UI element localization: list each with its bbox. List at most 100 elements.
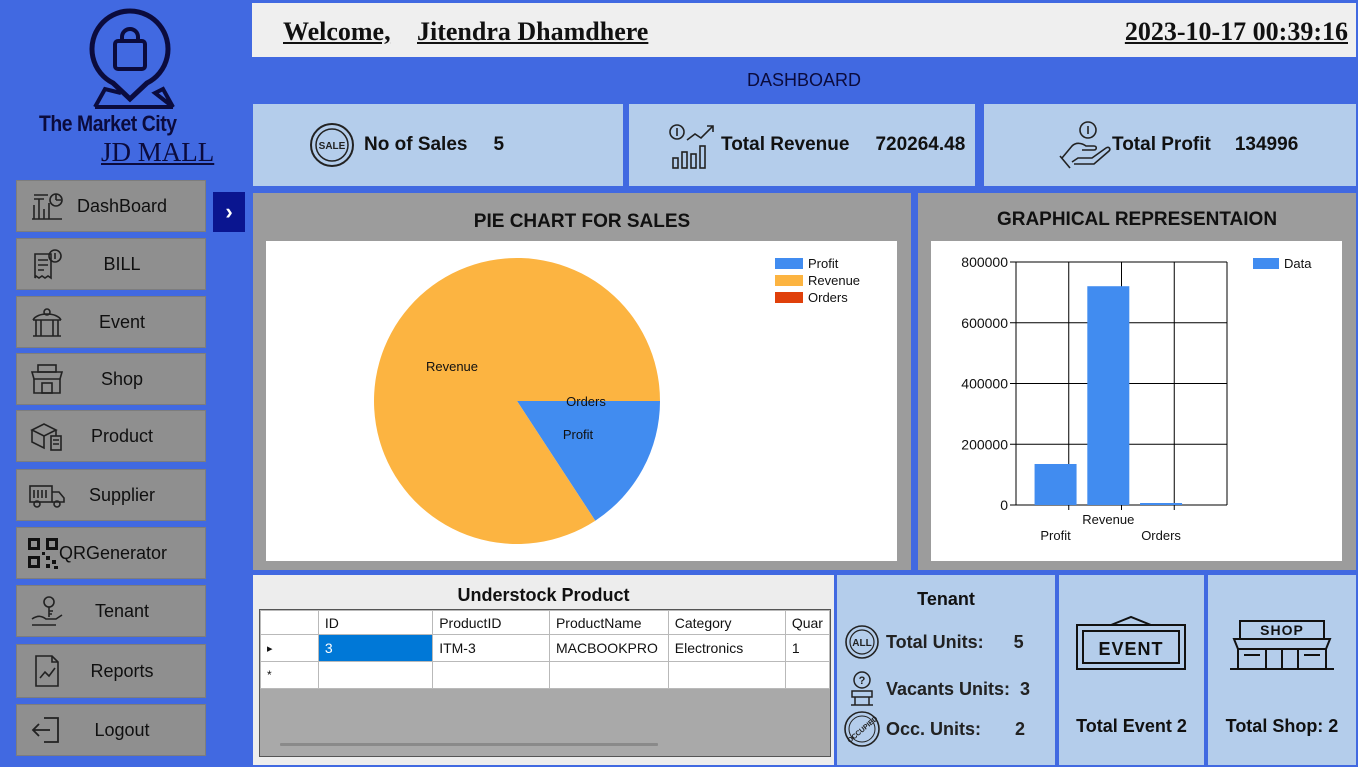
shop-panel: SHOP Total Shop: 2 (1208, 575, 1356, 765)
x-tick-label-profit: Profit (1040, 528, 1071, 543)
pie-slice-profit (517, 401, 660, 521)
revenue-label: Total Revenue (721, 134, 850, 155)
revenue-stat-card: Total Revenue 720264.48 (629, 104, 975, 186)
nav-tenant-label: Tenant (94, 600, 150, 621)
col-header-productid[interactable]: ProductID (432, 610, 550, 635)
nav-product-button[interactable]: Product (16, 410, 206, 462)
revenue-chart-icon (667, 120, 717, 170)
tenant-title: Tenant (917, 589, 975, 609)
bar-orders (1140, 503, 1183, 505)
shop-icon (27, 359, 67, 399)
nav-tenant-button[interactable]: Tenant (16, 585, 206, 637)
bar-chart-area: 800000 600000 400000 200000 0 Profit Revenue Or… (931, 241, 1342, 561)
nav-shop-label: Shop (100, 368, 144, 389)
datetime: 2023-10-17 00:39:16 (1124, 17, 1348, 46)
row-selector-marker[interactable]: ▸ (260, 634, 319, 662)
cell-id[interactable]: 3 (317, 634, 434, 662)
vacant-units-value: 3 (1020, 678, 1031, 699)
welcome-label: Welcome, (283, 17, 391, 46)
total-units-row: ALL Total Units: 5 (843, 623, 1024, 661)
legend-swatch-revenue (775, 275, 803, 286)
sales-value: 5 (493, 134, 505, 155)
total-units-label: Total Units: (886, 631, 984, 652)
qr-code-icon (27, 533, 59, 573)
y-tick-label: 600000 (961, 315, 1008, 331)
bar-chart-panel: GRAPHICAL REPRESENTAION 800000 600000 4000… (918, 193, 1356, 570)
legend-label-orders: Orders (808, 290, 848, 305)
occupied-stamp-icon: OCCUPIED (844, 711, 880, 747)
brand-logo: The Market City JD MALL (3, 3, 247, 175)
report-document-icon (27, 651, 67, 691)
nav-bill-button[interactable]: BILL (16, 238, 206, 290)
new-cell[interactable] (548, 661, 669, 689)
x-tick-label-revenue: Revenue (1082, 512, 1134, 527)
x-tick-label-orders: Orders (1141, 528, 1181, 543)
cell-productid[interactable]: ITM-3 (432, 634, 550, 662)
profit-stat-card: Total Profit 134996 (984, 104, 1356, 186)
occupied-units-value: 2 (1015, 718, 1026, 739)
legend-swatch-orders (775, 292, 803, 303)
horizontal-scrollbar[interactable] (280, 743, 658, 746)
understock-grid[interactable]: ID ProductID ProductName Category Quar ▸… (259, 609, 831, 757)
new-row-marker[interactable]: * (260, 661, 319, 689)
nav-reports-button[interactable]: Reports (16, 644, 206, 698)
nav-logout-label: Logout (94, 719, 150, 740)
chevron-right-icon: › (225, 199, 233, 224)
legend-label-profit: Profit (808, 256, 839, 271)
nav-logout-button[interactable]: Logout (16, 704, 206, 756)
expand-chevron-button[interactable]: › (213, 192, 245, 232)
cell-category[interactable]: Electronics (667, 634, 786, 662)
svg-text:ALL: ALL (852, 638, 871, 649)
shopping-bag-pin-icon (89, 8, 175, 109)
nav-bill-label: BILL (103, 253, 141, 274)
pie-label-profit: Profit (563, 427, 594, 442)
product-box-icon (27, 416, 67, 456)
vacant-units-row: ? Vacants Units: 3 (843, 669, 1030, 709)
legend-swatch-profit (775, 258, 803, 269)
nav-supplier-label: Supplier (88, 484, 156, 505)
nav-dashboard-button[interactable]: DashBoard (16, 180, 206, 232)
user-name: Jitendra Dhamdhere (417, 17, 649, 46)
dashboard-title: DASHBOARD (746, 70, 862, 90)
nav-qrgenerator-button[interactable]: QRGenerator (16, 527, 206, 579)
nav-shop-button[interactable]: Shop (16, 353, 206, 405)
all-units-icon: ALL (845, 625, 879, 659)
legend-label-data: Data (1284, 256, 1312, 271)
new-row[interactable]: * (260, 661, 830, 689)
pie-label-revenue: Revenue (426, 359, 478, 374)
nav-qrgenerator-label: QRGenerator (59, 542, 168, 563)
new-cell[interactable] (317, 661, 434, 689)
new-cell[interactable] (667, 661, 786, 689)
new-cell[interactable] (432, 661, 550, 689)
nav-reports-label: Reports (90, 660, 154, 681)
understock-panel: Understock Product ID ProductID ProductN… (253, 575, 834, 765)
col-header-category[interactable]: Category (667, 610, 786, 635)
cell-quantity[interactable]: 1 (784, 634, 830, 662)
cell-productname[interactable]: MACBOOKPRO (548, 634, 669, 662)
profit-value: 134996 (1234, 134, 1299, 155)
understock-title: Understock Product (457, 585, 630, 605)
nav-supplier-button[interactable]: Supplier (16, 469, 206, 521)
y-tick-label: 200000 (961, 436, 1008, 452)
bar-chart: 800000 600000 400000 200000 0 Profit Revenue Or… (961, 254, 1312, 543)
table-row[interactable]: ▸ 3 ITM-3 MACBOOKPRO Electronics 1 (260, 634, 830, 662)
col-header-quantity[interactable]: Quar (784, 610, 830, 635)
sale-badge-icon: SALE (308, 121, 356, 169)
grid-header-row: ID ProductID ProductName Category Quar (260, 610, 830, 635)
svg-text:?: ? (859, 675, 866, 687)
dashboard-icon (27, 186, 67, 226)
col-header-id[interactable]: ID (317, 610, 434, 635)
nav-dashboard-label: DashBoard (76, 195, 168, 216)
sales-stat-card: SALE No of Sales 5 (253, 104, 623, 186)
brand-subtitle: JD MALL (101, 137, 215, 167)
occupied-units-label: Occ. Units: (886, 718, 982, 739)
sidebar: The Market City JD MALL DashBoard › BILL… (3, 3, 247, 765)
pie-slice-revenue (374, 258, 660, 544)
y-tick-label: 800000 (961, 254, 1008, 270)
nav-event-button[interactable]: Event (16, 296, 206, 348)
header-bar: Welcome, Jitendra Dhamdhere 2023-10-17 0… (252, 3, 1356, 57)
nav-product-label: Product (90, 425, 154, 446)
new-cell[interactable] (784, 661, 830, 689)
col-header-productname[interactable]: ProductName (548, 610, 669, 635)
nav-event-label: Event (98, 311, 146, 332)
